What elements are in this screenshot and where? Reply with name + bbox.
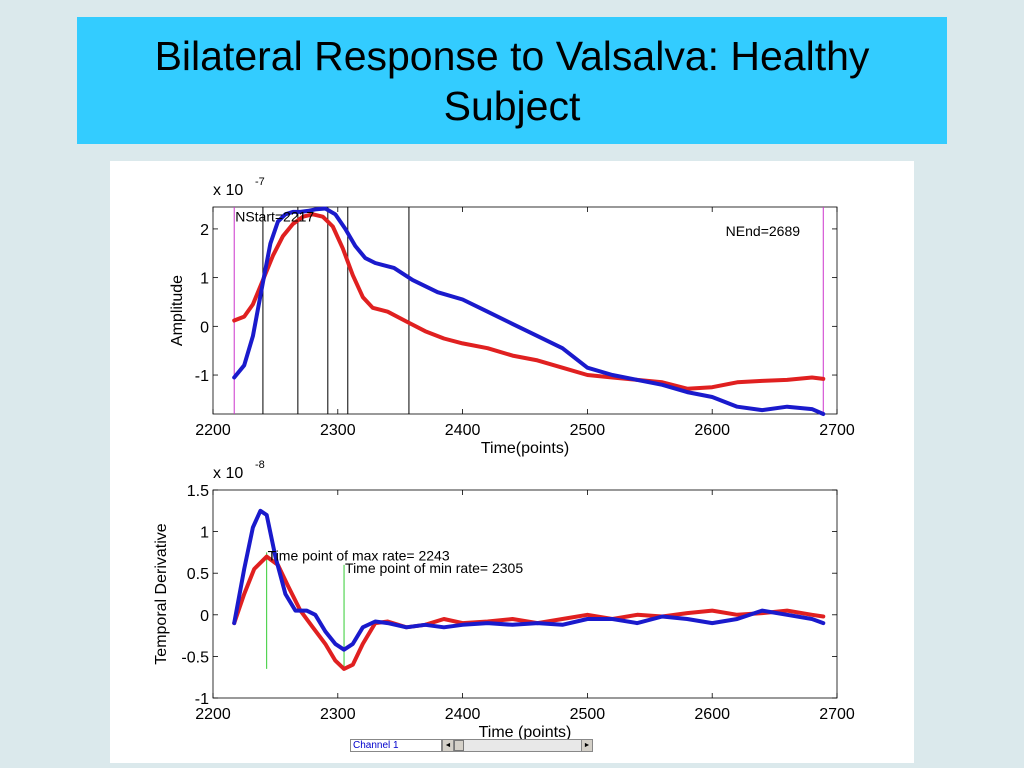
chart2-x-tick-label: 2600 — [694, 706, 730, 723]
chart1-x-axis-label: Time(points) — [481, 440, 569, 457]
charts-svg: 2200 2300 2400 2500 2600 2700 -1 0 1 2 x 10 -7 Time(… — [153, 176, 855, 741]
chart2-y-tick-label: 1.5 — [187, 483, 209, 500]
scroll-thumb[interactable] — [454, 740, 464, 751]
chart2-series-line-blue — [232, 508, 826, 652]
chart1-plot-frame — [212, 206, 838, 415]
chart2-x-axis-label: Time (points) — [479, 724, 572, 741]
chart1-x-tick-label: 2700 — [819, 422, 855, 439]
chart1-x-tick-label: 2600 — [694, 422, 730, 439]
slide-title: Bilateral Response to Valsalva: Healthy … — [154, 32, 870, 129]
chart2-x-tick-label: 2200 — [195, 706, 231, 723]
chart1-series-line-blue — [232, 206, 826, 416]
chart2-annotation: Time point of max rate= 2243 — [268, 548, 450, 564]
scroll-right-arrow-icon[interactable]: ► — [581, 739, 593, 752]
chart1-y-tick-label: 2 — [200, 222, 209, 239]
chart2-annotation: Time point of min rate= 2305 — [345, 560, 523, 576]
channel-scrollbar[interactable]: Channel 1 ◄ ► — [350, 739, 593, 752]
chart2-scale-exponent: -8 — [255, 459, 265, 471]
chart2-plot-frame — [212, 489, 838, 699]
chart1-x-tick-label: 2300 — [320, 422, 356, 439]
chart1-y-axis-label: Amplitude — [169, 275, 186, 346]
chart1-scale-exponent: -7 — [255, 176, 265, 188]
channel-select[interactable]: Channel 1 — [350, 739, 442, 752]
chart1-series-line-red — [232, 212, 826, 391]
figure-panel: 2200 2300 2400 2500 2600 2700 -1 0 1 2 x 10 -7 Time(… — [110, 161, 914, 763]
chart1-annotation: NEnd=2689 — [726, 223, 801, 239]
chart1-x-tick-label: 2200 — [195, 422, 231, 439]
title-band: Bilateral Response to Valsalva: Healthy … — [77, 17, 947, 144]
chart2-scale-label: x 10 — [213, 465, 243, 482]
scroll-left-arrow-icon[interactable]: ◄ — [442, 739, 454, 752]
chart2-x-tick-label: 2300 — [320, 706, 356, 723]
chart2-y-axis-label: Temporal Derivative — [153, 523, 170, 664]
chart2-x-tick-label: 2500 — [570, 706, 606, 723]
chart2-y-tick-label: -1 — [195, 691, 209, 708]
chart1-x-tick-label: 2500 — [570, 422, 606, 439]
chart2-x-tick-label: 2700 — [819, 706, 855, 723]
chart1-scale-label: x 10 — [213, 182, 243, 199]
chart2-y-tick-label: 0 — [200, 608, 209, 625]
chart1-y-tick-label: 0 — [200, 319, 209, 336]
scroll-track[interactable] — [454, 739, 581, 752]
chart2-series-line-red — [232, 554, 826, 671]
chart2-y-tick-label: 1 — [200, 525, 209, 542]
chart1-annotation: NStart=2217 — [235, 209, 314, 225]
chart1-y-tick-label: 1 — [200, 271, 209, 288]
chart1-y-tick-label: -1 — [195, 368, 209, 385]
chart1-x-tick-label: 2400 — [445, 422, 481, 439]
chart2-x-tick-label: 2400 — [445, 706, 481, 723]
chart2-y-tick-label: -0.5 — [181, 649, 209, 666]
chart2-y-tick-label: 0.5 — [187, 566, 209, 583]
